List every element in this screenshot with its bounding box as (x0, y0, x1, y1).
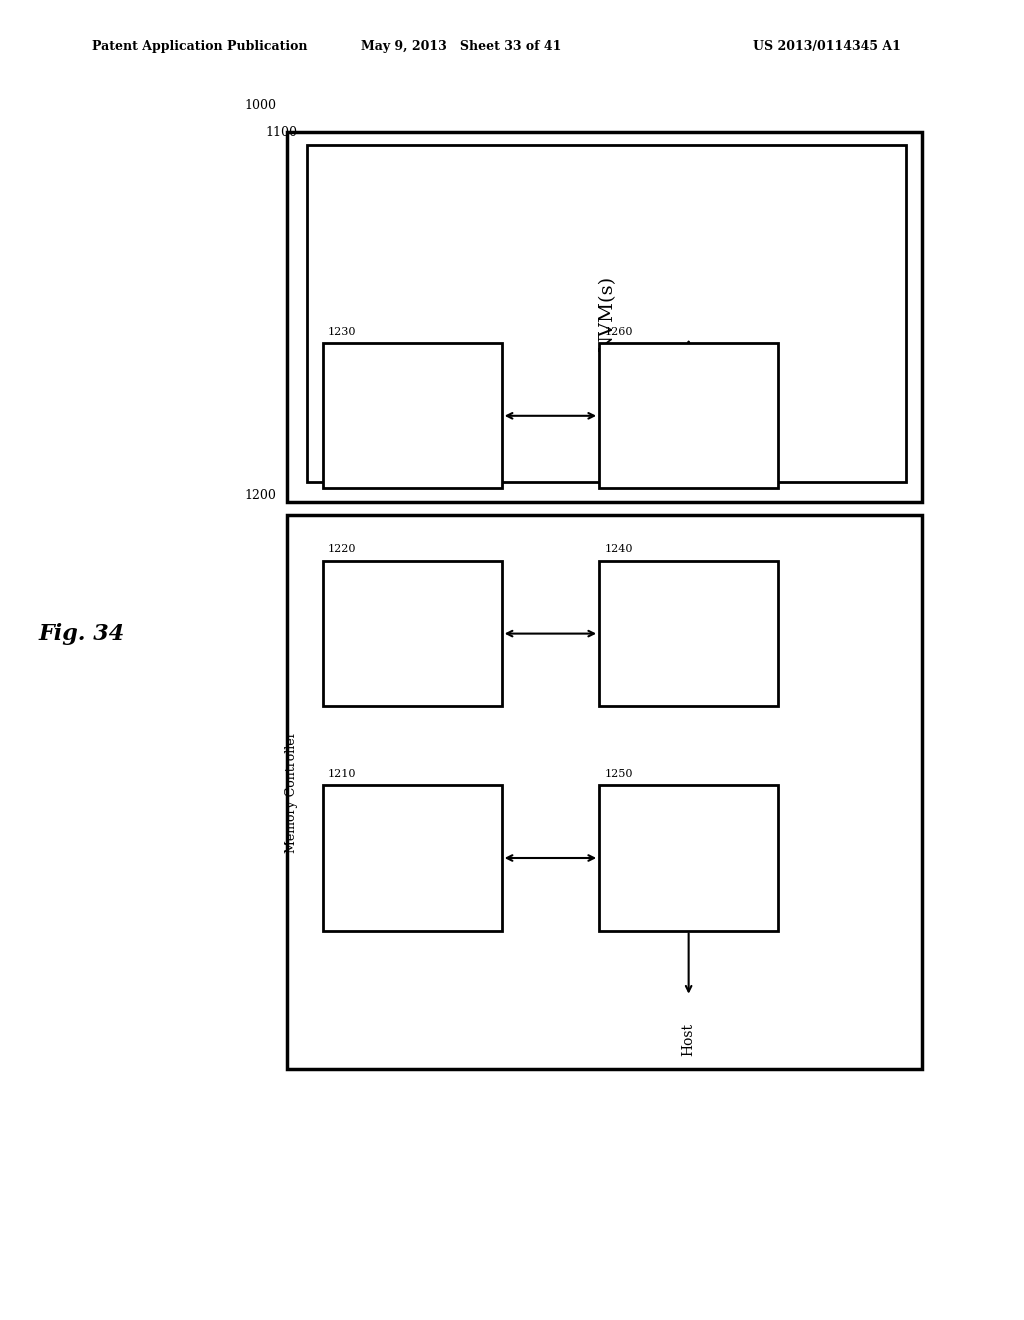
FancyBboxPatch shape (323, 785, 502, 931)
Text: 1260: 1260 (604, 326, 633, 337)
Text: Buffer: Buffer (388, 627, 436, 640)
Text: 1240: 1240 (604, 544, 633, 554)
Text: Patent Application Publication: Patent Application Publication (92, 40, 307, 53)
FancyBboxPatch shape (287, 132, 922, 502)
Text: ROM: ROM (669, 627, 709, 640)
Text: 1000: 1000 (245, 99, 276, 112)
Text: NVM(s): NVM(s) (598, 276, 615, 351)
FancyBboxPatch shape (287, 515, 922, 1069)
Text: 1200: 1200 (245, 488, 276, 502)
FancyBboxPatch shape (599, 561, 778, 706)
FancyBboxPatch shape (599, 343, 778, 488)
Text: ECC: ECC (395, 409, 429, 422)
FancyBboxPatch shape (323, 343, 502, 488)
FancyBboxPatch shape (323, 561, 502, 706)
FancyBboxPatch shape (599, 785, 778, 931)
Text: Host: Host (682, 1023, 695, 1056)
Text: 1220: 1220 (328, 544, 356, 554)
Text: US 2013/0114345 A1: US 2013/0114345 A1 (754, 40, 901, 53)
Text: Host
Interface: Host Interface (653, 843, 724, 873)
Text: Memory Controller: Memory Controller (286, 731, 298, 853)
Text: 1210: 1210 (328, 768, 356, 779)
Text: 1250: 1250 (604, 768, 633, 779)
Text: 1230: 1230 (328, 326, 356, 337)
FancyBboxPatch shape (307, 145, 906, 482)
Text: May 9, 2013   Sheet 33 of 41: May 9, 2013 Sheet 33 of 41 (360, 40, 561, 53)
Text: Fig. 34: Fig. 34 (39, 623, 125, 644)
Text: CPU(s): CPU(s) (385, 851, 439, 865)
Text: NVM
Interface: NVM Interface (653, 401, 724, 430)
Text: 1100: 1100 (265, 125, 297, 139)
